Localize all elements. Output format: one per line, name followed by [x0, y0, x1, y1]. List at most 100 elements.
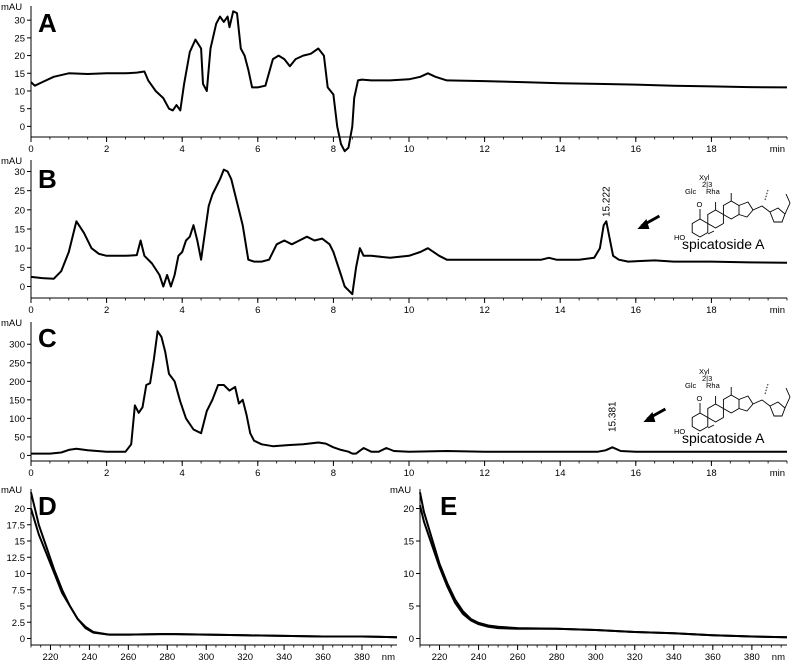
y-tick-label: 10 [14, 569, 25, 580]
x-tick-label: 340 [666, 652, 682, 663]
x-tick-label: 220 [43, 652, 59, 663]
panel-a: 0 5 10 15 20 25 30 0 2 4 6 8 10 12 14 16 18 mAU min A [1, 2, 788, 155]
chem-label-ho: HO [674, 427, 685, 436]
x-tick-label: 6 [255, 468, 260, 479]
x-tick-label: 300 [588, 652, 604, 663]
x-tick-label: 380 [744, 652, 760, 663]
compound-name: spicatoside A [682, 430, 765, 446]
double-bond [707, 230, 715, 235]
series-line [419, 492, 788, 639]
y-tick-label: 250 [9, 358, 25, 369]
methyl-chain [784, 387, 791, 409]
chem-label-rha: Rha [706, 187, 721, 196]
x-unit-label: nm [382, 652, 395, 663]
ring-a [691, 218, 709, 238]
y-tick-label: 0 [20, 122, 25, 133]
x-tick-label: 280 [159, 652, 175, 663]
y-tick-label: 50 [14, 432, 25, 443]
x-tick-label: 360 [315, 652, 331, 663]
peak-retention-label: 15.381 [607, 401, 618, 432]
y-tick-label: 17.5 [7, 520, 26, 531]
y-tick-label: 7.5 [12, 585, 25, 596]
x-tick-label: 0 [28, 305, 33, 316]
x-tick-label: 220 [432, 652, 448, 663]
y-tick-label: 20 [14, 504, 25, 515]
x-tick-label: 260 [120, 652, 136, 663]
y-tick-label: 300 [9, 340, 25, 351]
series-line [30, 168, 788, 296]
ring-b [707, 403, 724, 423]
ring-c [722, 200, 740, 220]
y-tick-label: 30 [14, 167, 25, 178]
arrow-head-icon [637, 219, 650, 229]
y-tick-label: 12.5 [7, 553, 26, 564]
series-line [30, 10, 788, 153]
x-tick-label: 300 [198, 652, 214, 663]
peak-retention-label: 15.222 [601, 186, 612, 217]
y-tick-label: 10 [403, 569, 414, 580]
y-unit-label: mAU [1, 156, 22, 167]
ring-d [738, 395, 754, 412]
x-tick-label: 260 [510, 652, 526, 663]
y-unit-label: mAU [1, 318, 22, 329]
x-tick-label: 16 [631, 305, 642, 316]
chem-label-glc: Glc [685, 381, 697, 390]
x-tick-label: 360 [705, 652, 721, 663]
x-tick-label: 16 [631, 468, 642, 479]
x-tick-label: 240 [81, 652, 97, 663]
side-rings [752, 399, 786, 417]
y-tick-label: 5 [20, 104, 25, 115]
x-tick-label: 280 [549, 652, 565, 663]
panel-c: 0 50 100 150 200 250 300 0 2 4 6 8 10 12 14 16 18 mAU min C… [1, 318, 791, 479]
y-tick-label: 20 [14, 205, 25, 216]
x-tick-label: 18 [706, 144, 717, 155]
x-tick-label: 14 [555, 305, 566, 316]
x-tick-label: 10 [404, 144, 415, 155]
ring-d [738, 201, 754, 218]
x-tick-label: 4 [180, 468, 185, 479]
x-tick-label: 12 [479, 305, 490, 316]
chem-label-rha: Rha [706, 381, 721, 390]
ring-a [691, 412, 709, 432]
y-tick-label: 5 [20, 263, 25, 274]
arrow-head-icon [643, 412, 656, 422]
steroid-structure-icon [691, 189, 791, 238]
x-tick-label: 14 [555, 144, 566, 155]
y-tick-label: 25 [14, 186, 25, 197]
y-tick-label: 15 [14, 69, 25, 80]
y-unit-label: mAU [390, 485, 411, 496]
x-tick-label: 4 [180, 305, 185, 316]
panel-letter: E [440, 491, 457, 521]
x-tick-label: 6 [255, 144, 260, 155]
y-tick-label: 100 [9, 414, 25, 425]
x-tick-label: 18 [706, 468, 717, 479]
x-tick-label: 10 [404, 305, 415, 316]
y-tick-label: 5 [20, 602, 25, 613]
x-unit-label: min [770, 144, 785, 155]
chem-label-linkage: 2|3 [702, 374, 712, 383]
chem-label-ho: HO [674, 233, 685, 242]
x-tick-label: 14 [555, 468, 566, 479]
y-tick-label: 5 [409, 602, 414, 613]
panel-letter: A [38, 8, 57, 38]
x-tick-label: 2 [104, 305, 109, 316]
x-tick-label: 380 [354, 652, 370, 663]
methyl-chain [784, 193, 791, 215]
methyl-dash [764, 383, 769, 395]
x-tick-label: 8 [331, 144, 336, 155]
y-tick-label: 15 [14, 225, 25, 236]
chem-label-xyl: Xyl [699, 173, 710, 182]
y-tick-label: 30 [14, 16, 25, 27]
methyl-dash [764, 189, 769, 201]
x-unit-label: nm [772, 652, 785, 663]
ring-b [707, 209, 724, 229]
y-tick-label: 15 [14, 537, 25, 548]
side-rings [752, 205, 786, 223]
series-line [419, 505, 788, 639]
x-tick-label: 18 [706, 305, 717, 316]
chem-label-xyl: Xyl [699, 367, 710, 376]
panel-letter: B [38, 164, 57, 194]
y-tick-label: 0 [20, 634, 25, 645]
